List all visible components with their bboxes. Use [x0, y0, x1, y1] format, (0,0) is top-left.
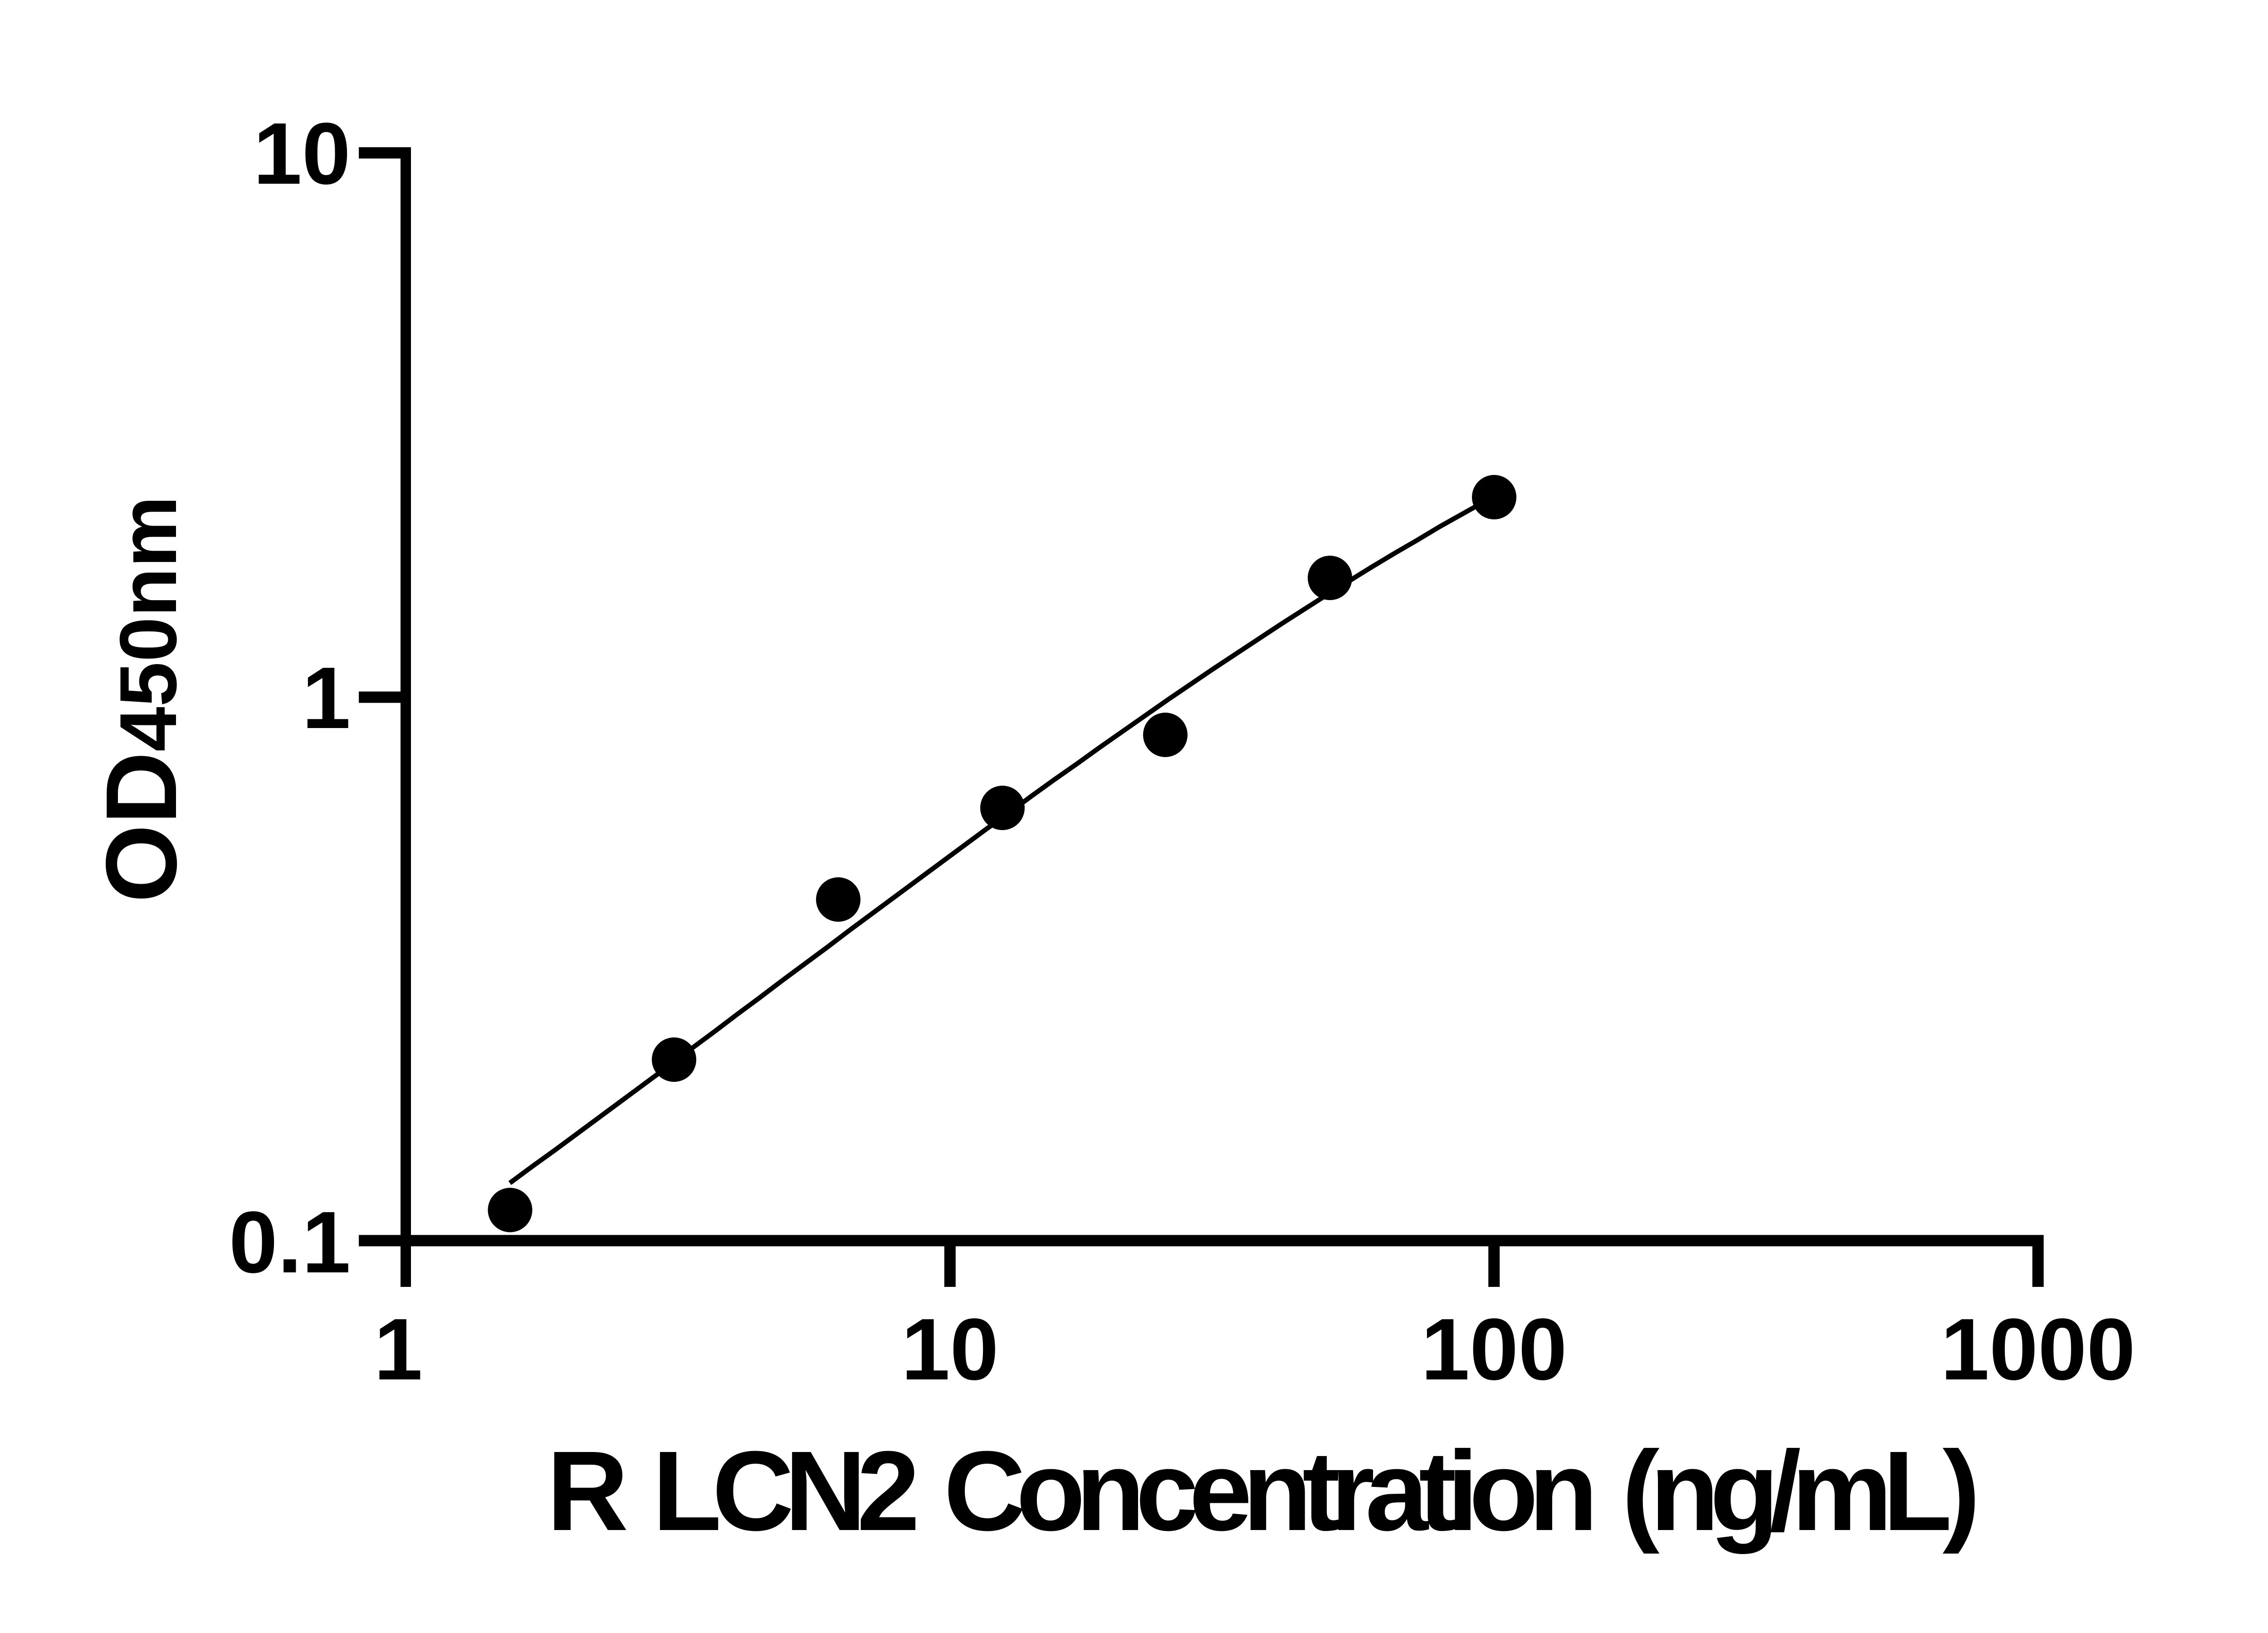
svg-text:100: 100: [1421, 1300, 1567, 1398]
svg-text:10: 10: [253, 104, 351, 202]
svg-text:1: 1: [302, 649, 351, 747]
svg-text:1000: 1000: [1941, 1300, 2135, 1398]
svg-text:OD450nm: OD450nm: [85, 496, 198, 903]
svg-text:R LCN2 Concentration (ng/mL): R LCN2 Concentration (ng/mL): [547, 1428, 1975, 1554]
svg-text:0.1: 0.1: [229, 1193, 351, 1291]
svg-text:10: 10: [901, 1300, 999, 1398]
svg-text:1: 1: [374, 1300, 422, 1398]
